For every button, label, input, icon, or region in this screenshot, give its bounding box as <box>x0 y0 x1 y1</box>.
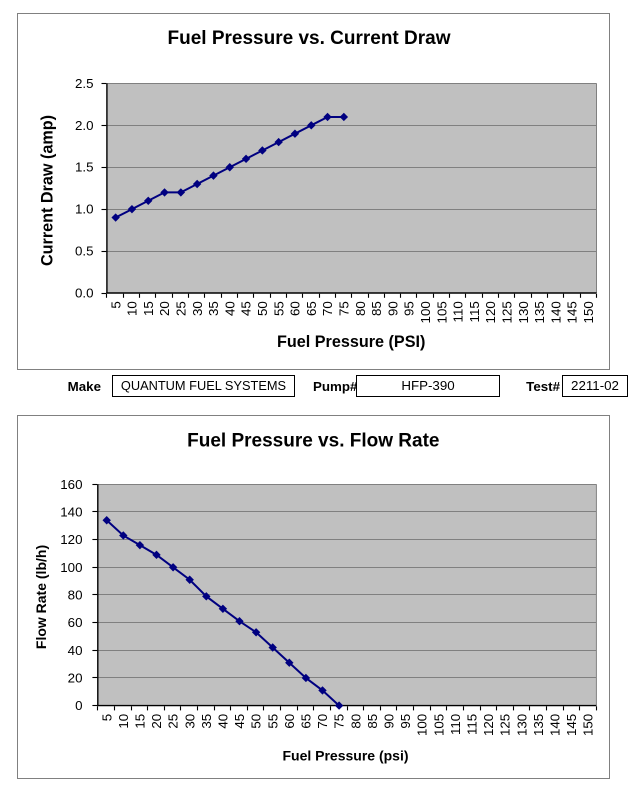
svg-text:160: 160 <box>60 477 82 492</box>
svg-text:100: 100 <box>415 714 430 736</box>
svg-text:25: 25 <box>166 714 181 729</box>
svg-text:40: 40 <box>222 301 237 316</box>
svg-text:135: 135 <box>531 714 546 736</box>
svg-text:140: 140 <box>548 301 563 323</box>
svg-text:95: 95 <box>398 714 413 729</box>
svg-text:55: 55 <box>271 301 286 316</box>
svg-text:5: 5 <box>108 301 123 308</box>
svg-text:2.0: 2.0 <box>75 118 94 133</box>
svg-text:60: 60 <box>288 301 303 316</box>
svg-text:0.5: 0.5 <box>75 244 94 259</box>
svg-text:115: 115 <box>467 301 482 322</box>
svg-text:110: 110 <box>448 714 463 735</box>
svg-text:105: 105 <box>431 714 446 736</box>
svg-text:Fuel Pressure (PSI): Fuel Pressure (PSI) <box>277 333 425 351</box>
svg-text:85: 85 <box>365 714 380 729</box>
svg-text:Fuel Pressure vs. Current Draw: Fuel Pressure vs. Current Draw <box>168 28 451 49</box>
svg-text:130: 130 <box>516 301 531 323</box>
svg-text:140: 140 <box>60 505 82 520</box>
svg-text:Fuel Pressure vs. Flow Rate: Fuel Pressure vs. Flow Rate <box>187 431 439 452</box>
svg-text:110: 110 <box>451 301 466 322</box>
svg-text:120: 120 <box>483 301 498 323</box>
svg-text:15: 15 <box>141 301 156 316</box>
svg-text:65: 65 <box>304 301 319 316</box>
svg-text:75: 75 <box>332 714 347 729</box>
svg-text:1.5: 1.5 <box>75 160 94 175</box>
svg-text:Current Draw (amp): Current Draw (amp) <box>39 115 57 266</box>
svg-text:35: 35 <box>199 714 214 729</box>
svg-text:Flow Rate (lb/h): Flow Rate (lb/h) <box>33 545 49 649</box>
svg-text:140: 140 <box>548 714 563 736</box>
svg-text:2.5: 2.5 <box>75 76 94 91</box>
svg-text:95: 95 <box>402 301 417 316</box>
svg-text:100: 100 <box>418 301 433 323</box>
svg-text:20: 20 <box>149 714 164 729</box>
svg-text:50: 50 <box>255 301 270 316</box>
svg-text:45: 45 <box>232 714 247 729</box>
svg-text:10: 10 <box>116 714 131 729</box>
svg-text:15: 15 <box>133 714 148 729</box>
svg-text:20: 20 <box>68 670 83 685</box>
svg-text:125: 125 <box>499 301 514 323</box>
svg-text:55: 55 <box>265 714 280 729</box>
svg-text:90: 90 <box>385 301 400 316</box>
svg-text:20: 20 <box>157 301 172 316</box>
svg-text:135: 135 <box>532 301 547 323</box>
svg-text:60: 60 <box>68 615 83 630</box>
svg-text:30: 30 <box>182 714 197 729</box>
svg-text:145: 145 <box>565 301 580 323</box>
svg-text:60: 60 <box>282 714 297 729</box>
svg-text:90: 90 <box>382 714 397 729</box>
svg-text:105: 105 <box>434 301 449 323</box>
svg-text:Fuel Pressure (psi): Fuel Pressure (psi) <box>282 747 408 763</box>
svg-text:75: 75 <box>336 301 351 316</box>
svg-text:80: 80 <box>348 714 363 729</box>
svg-text:70: 70 <box>320 301 335 316</box>
svg-text:5: 5 <box>99 714 114 721</box>
svg-text:120: 120 <box>481 714 496 736</box>
svg-text:1.0: 1.0 <box>75 202 94 217</box>
svg-text:25: 25 <box>173 301 188 316</box>
svg-text:35: 35 <box>206 301 221 316</box>
svg-text:150: 150 <box>581 714 596 736</box>
svg-text:130: 130 <box>514 714 529 736</box>
svg-text:125: 125 <box>498 714 513 736</box>
svg-text:145: 145 <box>564 714 579 736</box>
svg-text:0.0: 0.0 <box>75 286 94 301</box>
svg-text:65: 65 <box>299 714 314 729</box>
svg-text:115: 115 <box>465 714 480 735</box>
svg-text:80: 80 <box>68 588 83 603</box>
svg-text:80: 80 <box>353 301 368 316</box>
svg-text:30: 30 <box>190 301 205 316</box>
svg-text:50: 50 <box>249 714 264 729</box>
svg-text:40: 40 <box>68 643 83 658</box>
svg-text:40: 40 <box>216 714 231 729</box>
svg-text:100: 100 <box>60 560 82 575</box>
svg-text:120: 120 <box>60 532 82 547</box>
svg-text:85: 85 <box>369 301 384 316</box>
svg-text:10: 10 <box>125 301 140 316</box>
svg-text:70: 70 <box>315 714 330 729</box>
svg-text:45: 45 <box>239 301 254 316</box>
svg-text:150: 150 <box>581 301 596 323</box>
svg-text:0: 0 <box>75 698 82 713</box>
